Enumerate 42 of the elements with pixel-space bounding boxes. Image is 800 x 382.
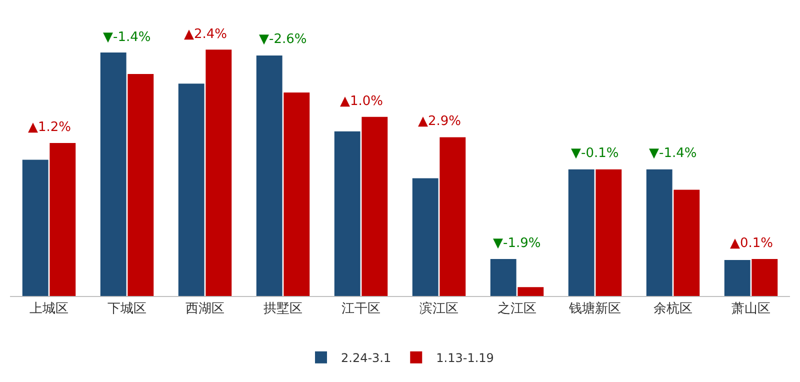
bar xyxy=(646,169,672,296)
annotation: ▲2.4% xyxy=(184,27,228,42)
bar xyxy=(22,160,48,296)
bar xyxy=(334,131,360,296)
bar xyxy=(178,84,204,296)
x-tick-label: 钱塘新区 xyxy=(568,302,621,317)
bar xyxy=(752,259,778,296)
bar xyxy=(412,178,438,296)
x-tick-label: 下城区 xyxy=(108,302,146,317)
annotation: ▲2.9% xyxy=(418,114,462,129)
annotation: ▼-2.6% xyxy=(259,32,307,47)
x-tick-label: 西湖区 xyxy=(186,302,224,317)
x-tick-label: 江干区 xyxy=(342,302,380,317)
bar xyxy=(256,55,282,296)
annotation: ▼-1.9% xyxy=(493,236,541,251)
annotation: ▲0.1% xyxy=(730,236,774,251)
legend-label: 1.13-1.19 xyxy=(436,351,494,366)
bar xyxy=(596,169,622,296)
x-tick-label: 滨江区 xyxy=(420,300,458,317)
bar xyxy=(440,137,466,296)
annotation: ▼-1.4% xyxy=(103,30,151,45)
bar xyxy=(490,259,516,296)
bar xyxy=(724,260,750,296)
annotation: ▲1.0% xyxy=(340,94,384,109)
bar xyxy=(674,190,700,296)
bar xyxy=(518,287,544,296)
bar xyxy=(206,50,232,296)
legend-label: 2.24-3.1 xyxy=(341,351,392,366)
x-tick-label: 上城区 xyxy=(30,302,68,317)
bar xyxy=(362,116,388,296)
x-tick-label: 之江区 xyxy=(498,302,536,317)
annotation: ▼-0.1% xyxy=(571,146,619,161)
bar xyxy=(128,74,154,296)
bar xyxy=(284,92,310,296)
bar xyxy=(100,52,126,296)
annotation: ▼-1.4% xyxy=(649,146,697,161)
x-tick-label: 余杭区 xyxy=(654,302,692,317)
x-tick-label: 拱墅区 xyxy=(264,302,302,317)
x-tick-label: 萧山区 xyxy=(732,302,770,317)
bar xyxy=(50,142,76,296)
annotation: ▲1.2% xyxy=(28,120,72,135)
bar xyxy=(568,169,594,296)
